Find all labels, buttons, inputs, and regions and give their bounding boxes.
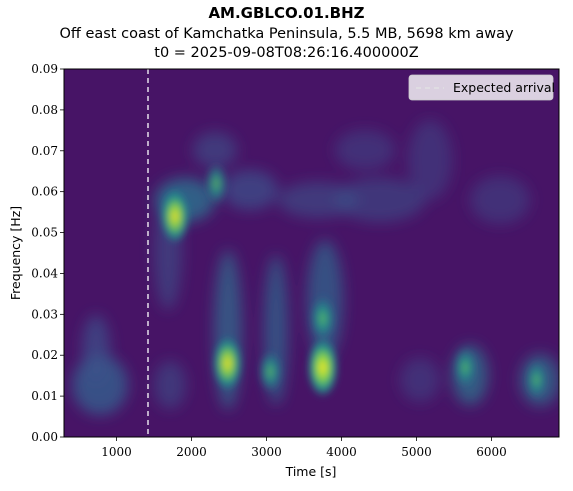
x-tick-label: 3000 (251, 445, 282, 459)
y-tick-label: 0.05 (31, 226, 58, 240)
y-tick-label: 0.00 (31, 430, 58, 444)
x-axis-label: Time [s] (285, 464, 337, 479)
y-tick-label: 0.02 (31, 348, 58, 362)
x-tick-label: 2000 (176, 445, 207, 459)
x-tick-label: 5000 (401, 445, 432, 459)
legend-box (408, 74, 554, 101)
energy-region (306, 337, 339, 398)
x-tick-label: 1000 (101, 445, 132, 459)
energy-region (203, 161, 229, 206)
chart-subtitle: Off east coast of Kamchatka Peninsula, 5… (59, 26, 514, 42)
energy-region (212, 336, 243, 391)
legend-label-expected-arrival: Expected arrival (453, 80, 555, 95)
legend: Expected arrival (408, 74, 555, 101)
energy-region (309, 294, 336, 343)
y-tick-label: 0.01 (31, 389, 58, 403)
y-tick-label: 0.03 (31, 307, 58, 321)
y-tick-label: 0.06 (31, 185, 58, 199)
y-axis-label: Frequency [Hz] (8, 206, 23, 300)
energy-region (524, 359, 549, 400)
y-tick-label: 0.09 (31, 62, 58, 76)
chart-title: AM.GBLCO.01.BHZ (208, 4, 365, 22)
y-tick-label: 0.04 (31, 266, 58, 280)
plot-frame (63, 68, 560, 438)
x-tick-label: 4000 (326, 445, 357, 459)
chart-t0-line: t0 = 2025-09-08T08:26:16.400000Z (154, 45, 419, 61)
y-tick-label: 0.08 (31, 103, 58, 117)
energy-region (257, 349, 283, 394)
energy-region (453, 346, 478, 389)
x-tick-label: 6000 (476, 445, 507, 459)
energy-region (160, 188, 190, 244)
y-tick-label: 0.07 (31, 144, 58, 158)
